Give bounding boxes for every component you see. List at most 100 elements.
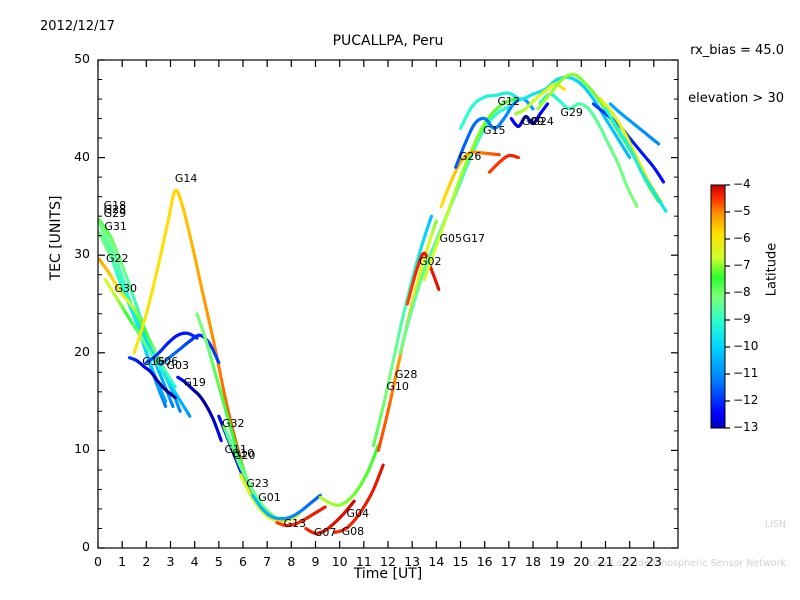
satellite-label: G28 — [394, 368, 418, 382]
data-series — [159, 333, 221, 367]
x-tick-label: 10 — [331, 554, 348, 569]
colorbar-tick-label: −10 — [733, 339, 759, 353]
x-tick-label: 12 — [380, 554, 396, 569]
x-tick-label: 2 — [142, 554, 151, 569]
data-series — [536, 72, 661, 204]
x-tick-label: 8 — [287, 554, 296, 569]
satellite-label: G05 — [439, 231, 463, 245]
x-tick-label: 15 — [452, 554, 469, 569]
satellite-label: G08 — [341, 525, 365, 539]
satellite-label: G32 — [222, 417, 245, 431]
data-series — [422, 97, 523, 282]
satellite-label: G28 — [103, 203, 127, 217]
colorbar-gradient — [710, 184, 726, 429]
x-tick-label: 16 — [476, 554, 493, 569]
satellite-label: G12 — [497, 94, 521, 108]
axes-layer — [97, 59, 679, 549]
annotation-block: rx_bias = 45.0 elevation > 30 — [688, 10, 784, 140]
x-tick-label: 9 — [311, 554, 320, 569]
satellite-label: G11 — [224, 443, 247, 457]
satellite-label: G22 — [106, 252, 129, 266]
data-series — [603, 107, 668, 213]
x-tick-label: 0 — [94, 554, 102, 569]
x-tick-label: 20 — [573, 554, 590, 569]
x-tick-label: 1 — [118, 554, 127, 569]
x-tick-label: 14 — [428, 554, 445, 569]
data-series — [251, 493, 322, 521]
x-tick-label: 17 — [500, 554, 517, 569]
data-series — [458, 75, 632, 160]
data-series — [371, 214, 434, 448]
data-series — [398, 105, 511, 355]
x-tick-label: 23 — [645, 554, 662, 569]
data-series — [318, 443, 380, 507]
satellite-label: G17 — [462, 231, 486, 245]
colorbar-tick-label: −12 — [733, 393, 759, 407]
data-series — [509, 102, 550, 128]
data-series — [176, 375, 223, 443]
x-tick-label: 18 — [525, 554, 541, 569]
watermark-line-1: LISN — [764, 519, 786, 531]
data-series — [103, 278, 192, 418]
plot-title: PUCALLPA, Peru — [332, 33, 444, 49]
satellite-label: G26 — [458, 149, 482, 163]
x-tick-label: 21 — [597, 554, 614, 569]
data-series — [224, 429, 276, 519]
x-tick-label: 7 — [263, 554, 272, 569]
colorbar-tick-label: −8 — [733, 285, 751, 299]
y-tick-label: 30 — [74, 246, 90, 262]
y-tick-label: 40 — [74, 148, 90, 164]
satellite-label: G10 — [386, 379, 409, 393]
watermark: LISN Low-Latitude Ionospheric Sensor Net… — [588, 494, 786, 597]
satellite-label: G19 — [183, 376, 206, 390]
data-series — [439, 150, 501, 208]
x-tick-label: 5 — [214, 554, 223, 569]
y-tick-label: 20 — [74, 343, 90, 359]
colorbar-tick-label: −4 — [733, 177, 751, 191]
colorbar-tick-label: −7 — [733, 258, 751, 272]
y-tick-label: 50 — [74, 51, 90, 66]
x-tick-label: 4 — [190, 554, 199, 569]
colorbar-tick-label: −13 — [733, 420, 759, 434]
satellite-label: G10 — [231, 447, 255, 461]
data-series — [132, 188, 264, 511]
satellite-label: G23 — [246, 476, 269, 490]
satellite-label: G16 — [142, 354, 165, 368]
elevation-annotation: elevation > 30 — [688, 91, 784, 107]
data-series — [304, 499, 356, 535]
satellite-label: G18 — [103, 199, 127, 213]
data-series — [538, 92, 639, 208]
y-tick-label: 10 — [74, 441, 90, 457]
colorbar-ticks-layer — [725, 184, 730, 429]
satellite-label: G09 — [521, 115, 545, 129]
satellite-label: G15 — [483, 124, 506, 138]
satellite-label: G02 — [419, 255, 442, 268]
satellite-label: G24 — [531, 115, 554, 129]
colorbar-tick-label: −5 — [733, 204, 751, 218]
data-series — [608, 102, 661, 146]
satellite-label: G07 — [313, 526, 337, 540]
x-tick-label: 11 — [355, 554, 372, 569]
date-label: 2012/12/17 — [40, 19, 115, 34]
x-tick-label: 19 — [549, 554, 566, 569]
satellite-label: G29 — [560, 105, 583, 119]
satellite-label: G01 — [258, 491, 281, 505]
data-series — [487, 153, 521, 174]
x-tick-label: 22 — [621, 554, 638, 569]
x-tick-label: 3 — [166, 554, 175, 569]
data-series — [275, 505, 327, 528]
satellite-label: G14 — [174, 172, 198, 186]
data-series — [222, 424, 284, 521]
satellite-label: G04 — [346, 506, 370, 520]
satellite-label: G31 — [104, 219, 127, 233]
x-tick-label: 13 — [404, 554, 421, 569]
colorbar-tick-label: −6 — [733, 231, 751, 245]
satellite-label: G06 — [155, 354, 179, 368]
satellite-label: G20 — [232, 449, 256, 463]
x-axis-label: Time [UT] — [353, 566, 423, 582]
data-series-layer — [98, 72, 668, 535]
x-tick-label: 6 — [239, 554, 247, 569]
satellite-label: G03 — [166, 359, 189, 373]
